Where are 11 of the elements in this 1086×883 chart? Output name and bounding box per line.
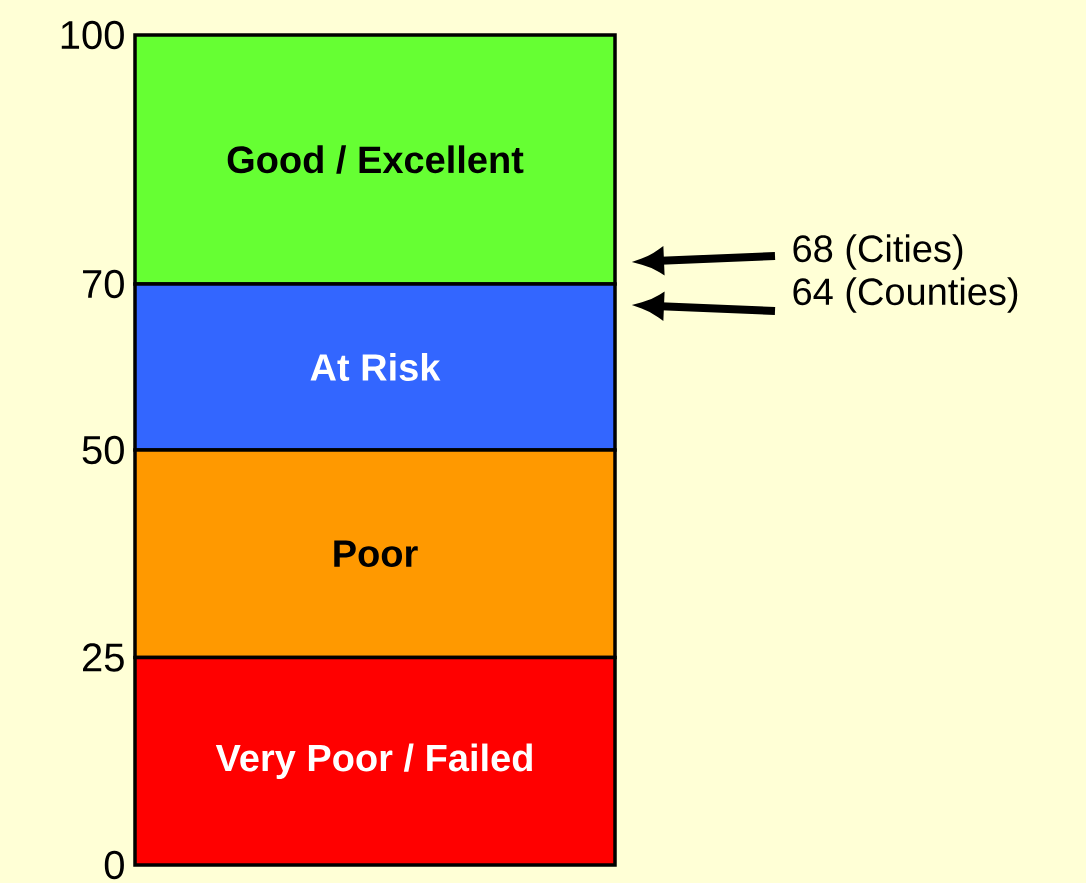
series-label: Poor bbox=[334, 540, 418, 568]
y-tick-label: 70 bbox=[83, 269, 124, 299]
y-tick-label: 25 bbox=[83, 643, 124, 672]
y-tick-label: 100 bbox=[61, 20, 124, 50]
y-tick-label: 0 bbox=[104, 850, 124, 880]
text: 68 (Cities) bbox=[793, 234, 963, 270]
y-tick-label: 50 bbox=[82, 435, 124, 465]
series-label: Very Poor / Failed bbox=[215, 743, 532, 779]
text: 64 (Counties) bbox=[793, 277, 1018, 313]
series-label: Good / Excellent bbox=[227, 145, 524, 174]
series-label: At Risk bbox=[310, 353, 441, 381]
